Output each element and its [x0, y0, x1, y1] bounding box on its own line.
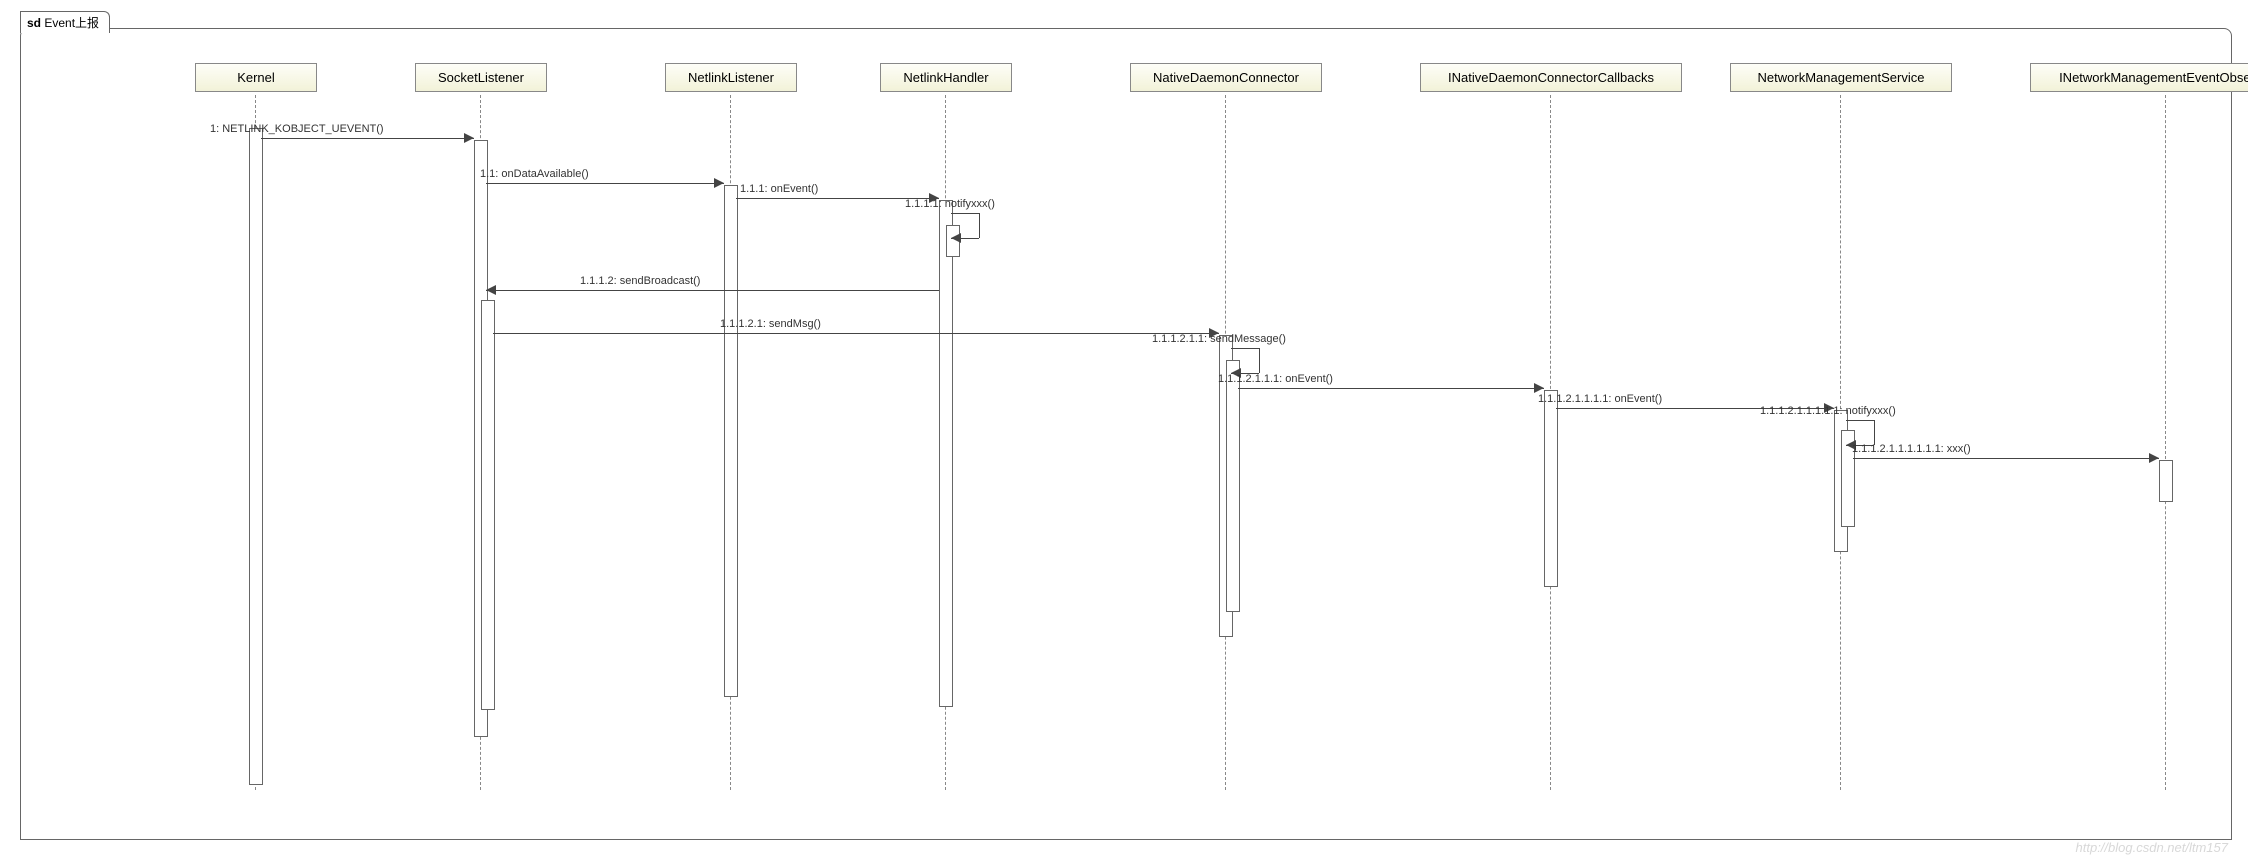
message-line	[486, 290, 939, 291]
activation-netlinklistener	[724, 185, 738, 697]
lifeline-head-netlinklistener: NetlinkListener	[665, 63, 797, 92]
message-label: 1.1.1.2.1.1: sendMessage()	[1152, 333, 1286, 345]
message-label: 1.1.1.2.1: sendMsg()	[720, 318, 821, 330]
message-label: 1.1.1.2.1.1.1.1.1.1: xxx()	[1852, 443, 1971, 455]
arrow-head	[714, 178, 724, 188]
activation-obs	[2159, 460, 2173, 502]
sequence-diagram: sd Event上报 Kernel SocketListener NetlinkLi…	[0, 0, 2248, 861]
diagram-frame: sd Event上报	[20, 28, 2232, 840]
message-label: 1.1.1.2: sendBroadcast()	[580, 275, 700, 287]
message-line	[1853, 458, 2159, 459]
frame-prefix: sd	[27, 16, 41, 30]
watermark: http://blog.csdn.net/ltm157	[2076, 840, 2228, 855]
lifeline-head-obs: INetworkManagementEventObserver	[2030, 63, 2248, 92]
frame-title: Event上报	[44, 16, 99, 30]
lifeline-head-nms: NetworkManagementService	[1730, 63, 1952, 92]
message-label: 1.1.1.2.1.1.1.1.1: notifyxxx()	[1760, 405, 1896, 417]
message-label: 1.1.1: onEvent()	[740, 183, 818, 195]
lifeline-head-kernel: Kernel	[195, 63, 317, 92]
message-label: 1.1.1.2.1.1.1.1: onEvent()	[1538, 393, 1662, 405]
activation-kernel	[249, 128, 263, 785]
message-label: 1: NETLINK_KOBJECT_UEVENT()	[210, 123, 384, 135]
message-label: 1.1.1.2.1.1.1: onEvent()	[1218, 373, 1333, 385]
arrow-head	[1534, 383, 1544, 393]
activation-socketlistener	[481, 300, 495, 710]
activation-ndc	[1226, 360, 1240, 612]
arrow-head	[464, 133, 474, 143]
frame-title-tab: sd Event上报	[20, 11, 110, 33]
message-label: 1.1.1.1: notifyxxx()	[905, 198, 995, 210]
message-line	[261, 138, 474, 139]
message-label: 1.1: onDataAvailable()	[480, 168, 589, 180]
lifeline-head-socketlistener: SocketListener	[415, 63, 547, 92]
arrow-head	[486, 285, 496, 295]
message-line	[493, 333, 1219, 334]
activation-netlinkhandler	[939, 200, 953, 707]
message-line	[1238, 388, 1544, 389]
lifeline-head-ndccb: INativeDaemonConnectorCallbacks	[1420, 63, 1682, 92]
lifeline-head-netlinkhandler: NetlinkHandler	[880, 63, 1012, 92]
message-line	[486, 183, 724, 184]
lifeline-dash-obs	[2165, 95, 2166, 790]
activation-ndccb	[1544, 390, 1558, 587]
arrow-head	[2149, 453, 2159, 463]
lifeline-head-ndc: NativeDaemonConnector	[1130, 63, 1322, 92]
